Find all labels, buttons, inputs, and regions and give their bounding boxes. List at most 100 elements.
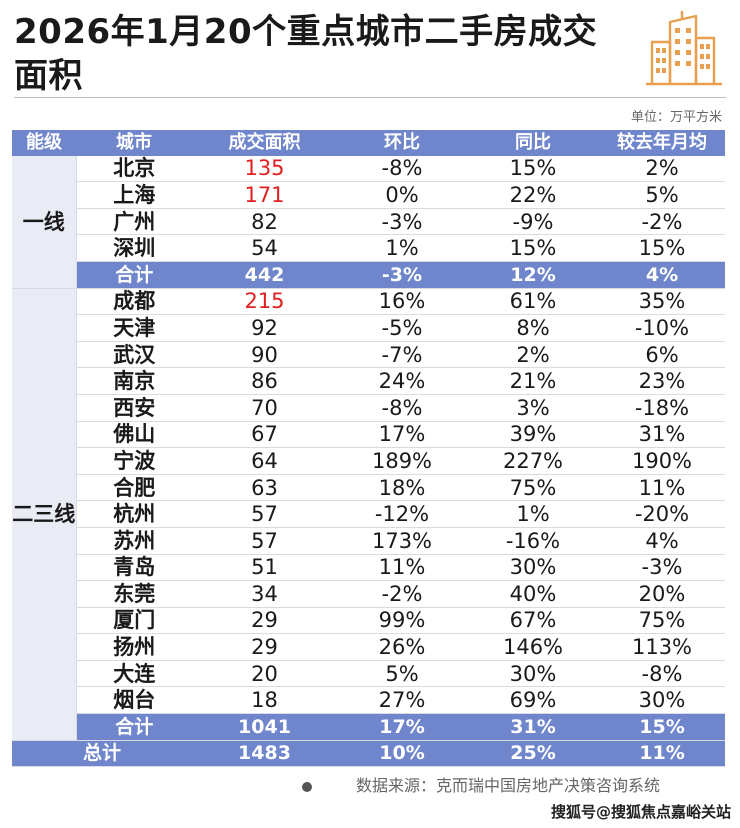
- mom-cell: 27%: [337, 686, 467, 715]
- avg-cell: 2%: [599, 155, 725, 183]
- area-cell: 57: [192, 527, 337, 555]
- table-row: 佛山 67 17% 39% 31%: [12, 421, 725, 449]
- city-cell: 宁波: [76, 447, 192, 475]
- avg-cell: 4%: [599, 527, 725, 555]
- page-title: 2026年1月20个重点城市二手房成交面积: [14, 12, 598, 96]
- yoy-cell: -16%: [467, 527, 599, 555]
- subtotal-row: 合计 1041 17% 31% 15%: [12, 713, 725, 741]
- tier-label: 二三线: [12, 288, 77, 741]
- area-cell: 51: [192, 554, 337, 582]
- subtotal-row: 合计 442 -3% 12% 4%: [12, 261, 725, 289]
- building-icon: [646, 11, 722, 86]
- city-cell: 广州: [76, 208, 192, 236]
- area-cell: 135: [192, 155, 337, 183]
- table-row: 东莞 34 -2% 40% 20%: [12, 580, 725, 608]
- mom-cell: -8%: [337, 394, 467, 422]
- city-cell: 东莞: [76, 580, 192, 608]
- subtotal-yoy-cell: 12%: [467, 261, 599, 289]
- total-yoy-cell: 25%: [467, 740, 599, 768]
- transaction-table: 能级 城市 成交面积 环比 同比 较去年月均 一线 北京 135 -8% 15% 2% 上海…: [12, 130, 725, 768]
- table-row: 苏州 57 173% -16% 4%: [12, 527, 725, 555]
- mom-cell: 0%: [337, 181, 467, 209]
- avg-cell: -10%: [599, 314, 725, 342]
- mom-cell: -5%: [337, 314, 467, 342]
- yoy-cell: 3%: [467, 394, 599, 422]
- yoy-cell: 15%: [467, 234, 599, 262]
- yoy-cell: 227%: [467, 447, 599, 475]
- table-row: 一线 北京 135 -8% 15% 2%: [12, 155, 725, 289]
- table-row: 天津 92 -5% 8% -10%: [12, 314, 725, 342]
- table-row: 西安 70 -8% 3% -18%: [12, 394, 725, 422]
- table-row: 合肥 63 18% 75% 11%: [12, 474, 725, 502]
- city-cell: 苏州: [76, 527, 192, 555]
- header-tier: 能级: [12, 130, 76, 156]
- bullet-dot-icon: [302, 781, 312, 792]
- city-cell: 大连: [76, 660, 192, 688]
- subtotal-area-cell: 1041: [192, 713, 337, 741]
- subtotal-yoy-cell: 31%: [467, 713, 599, 741]
- area-cell: 57: [192, 500, 337, 528]
- subtotal-mom-cell: 17%: [337, 713, 467, 741]
- city-cell: 西安: [76, 394, 192, 422]
- table-row: 广州 82 -3% -9% -2%: [12, 208, 725, 236]
- avg-cell: 23%: [599, 367, 725, 395]
- mom-cell: 24%: [337, 367, 467, 395]
- mom-cell: 26%: [337, 633, 467, 661]
- area-cell: 171: [192, 181, 337, 209]
- tier-label: 一线: [12, 155, 77, 289]
- city-cell: 深圳: [76, 234, 192, 262]
- mom-cell: 18%: [337, 474, 467, 502]
- unit-label: 单位：万平方米: [630, 110, 722, 125]
- avg-cell: -8%: [599, 660, 725, 688]
- yoy-cell: 67%: [467, 607, 599, 635]
- table-row: 烟台 18 27% 69% 30%: [12, 686, 725, 715]
- area-cell: 64: [192, 447, 337, 475]
- area-cell: 29: [192, 607, 337, 635]
- yoy-cell: 22%: [467, 181, 599, 209]
- table-row: 宁波 64 189% 227% 190%: [12, 447, 725, 475]
- data-source: 数据来源：克而瑞中国房地产决策咨询系统: [302, 772, 660, 796]
- mom-cell: 17%: [337, 421, 467, 449]
- avg-cell: 20%: [599, 580, 725, 608]
- avg-cell: -3%: [599, 554, 725, 582]
- area-cell: 29: [192, 633, 337, 661]
- mom-cell: -2%: [337, 580, 467, 608]
- area-cell: 67: [192, 421, 337, 449]
- total-row: 总计 1483 10% 25% 11%: [12, 740, 725, 768]
- yoy-cell: 1%: [467, 500, 599, 528]
- mom-cell: -8%: [337, 155, 467, 183]
- city-cell: 合肥: [76, 474, 192, 502]
- avg-cell: 113%: [599, 633, 725, 661]
- area-cell: 215: [192, 288, 337, 316]
- table-row: 大连 20 5% 30% -8%: [12, 660, 725, 688]
- area-cell: 82: [192, 208, 337, 236]
- area-cell: 20: [192, 660, 337, 688]
- mom-cell: -3%: [337, 208, 467, 236]
- avg-cell: 11%: [599, 474, 725, 502]
- subtotal-avg-cell: 4%: [599, 261, 725, 289]
- yoy-cell: 61%: [467, 288, 599, 316]
- avg-cell: -2%: [599, 208, 725, 236]
- yoy-cell: 8%: [467, 314, 599, 342]
- header-avg: 较去年月均: [599, 130, 725, 156]
- city-cell: 杭州: [76, 500, 192, 528]
- avg-cell: 30%: [599, 686, 725, 715]
- mom-cell: 16%: [337, 288, 467, 316]
- subtotal-label-cell: 合计: [76, 713, 192, 741]
- area-cell: 63: [192, 474, 337, 502]
- header-city: 城市: [76, 130, 192, 156]
- yoy-cell: 75%: [467, 474, 599, 502]
- mom-cell: 1%: [337, 234, 467, 262]
- table-row: 杭州 57 -12% 1% -20%: [12, 500, 725, 528]
- subtotal-mom-cell: -3%: [337, 261, 467, 289]
- yoy-cell: 146%: [467, 633, 599, 661]
- mom-cell: 99%: [337, 607, 467, 635]
- avg-cell: 190%: [599, 447, 725, 475]
- subtotal-area-cell: 442: [192, 261, 337, 289]
- city-cell: 青岛: [76, 554, 192, 582]
- header-area: 成交面积: [192, 130, 337, 156]
- total-mom-cell: 10%: [337, 740, 467, 768]
- data-source-text: 数据来源：克而瑞中国房地产决策咨询系统: [356, 776, 661, 795]
- yoy-cell: 39%: [467, 421, 599, 449]
- avg-cell: -18%: [599, 394, 725, 422]
